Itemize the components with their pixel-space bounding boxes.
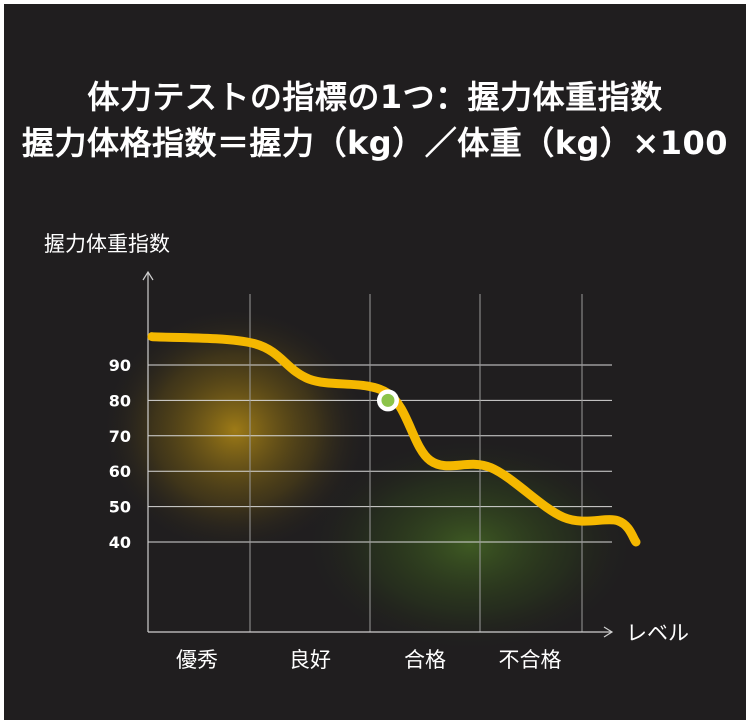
y-tick-label-90: 90 <box>109 356 131 375</box>
y-tick-label-70: 70 <box>109 427 131 446</box>
x-category-label-3: 不合格 <box>499 648 562 672</box>
x-category-label-2: 合格 <box>404 648 446 672</box>
series-line <box>147 332 641 547</box>
y-tick-label-80: 80 <box>109 391 131 410</box>
y-axis-label: 握力体重指数 <box>44 232 170 256</box>
y-tick-label-40: 40 <box>109 533 131 552</box>
x-axis-arrow <box>603 626 614 638</box>
highlight-point <box>381 393 395 407</box>
glow-right <box>300 435 640 655</box>
y-tick-label-60: 60 <box>109 462 131 481</box>
chart-title-line2: 握力体格指数＝握力（kg）／体重（kg）×100 <box>22 124 728 162</box>
chart-title-line1: 体力テストの指標の1つ：握力体重指数 <box>87 78 663 116</box>
y-axis-arrow <box>142 270 154 281</box>
glow-left <box>100 305 370 555</box>
x-category-label-0: 優秀 <box>176 648 218 672</box>
x-category-label-1: 良好 <box>289 648 331 672</box>
x-axis-label: レベル <box>626 621 689 645</box>
y-tick-label-50: 50 <box>109 498 131 517</box>
